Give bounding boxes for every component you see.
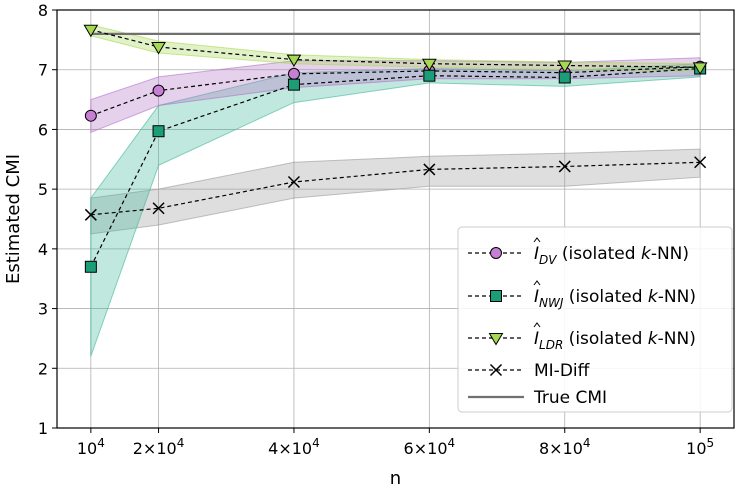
point-mi-diff bbox=[84, 208, 97, 221]
plot-frame bbox=[56, 9, 735, 429]
legend-marker-nwj bbox=[490, 290, 502, 302]
point-nwj bbox=[84, 260, 97, 273]
y-tick-label: 5 bbox=[38, 180, 48, 199]
point-nwj bbox=[287, 78, 300, 91]
line-nwj bbox=[90, 67, 701, 268]
point-ldr bbox=[692, 62, 708, 75]
y-tick-label: 1 bbox=[38, 419, 48, 438]
legend: IDV (isolated k-NN) INWJ (isolated k-NN) I… bbox=[457, 226, 733, 413]
legend-marker-mi-diff bbox=[489, 363, 503, 377]
y-tick-label: 8 bbox=[38, 1, 48, 20]
axis-ticks: 1 2 3 4 5 6 7 8 104 2×104 4×104 6×104 8×104 105 bbox=[38, 1, 714, 458]
y-tick-label: 6 bbox=[38, 120, 48, 139]
x-tick-label: 8×104 bbox=[539, 436, 591, 458]
point-ldr bbox=[151, 42, 166, 55]
point-mi-diff bbox=[694, 156, 707, 169]
line-dv bbox=[90, 66, 701, 117]
y-axis-label: Estimated CMI bbox=[3, 154, 24, 284]
point-ldr bbox=[557, 60, 573, 74]
y-tick-label: 7 bbox=[38, 61, 48, 80]
x-tick-label: 105 bbox=[686, 436, 714, 458]
point-dv bbox=[287, 67, 300, 80]
band-ldr bbox=[90, 24, 701, 72]
point-nwj bbox=[152, 125, 165, 138]
point-ldr bbox=[421, 58, 437, 72]
legend-label-true-cmi: True CMI bbox=[533, 388, 607, 408]
x-axis-label: n bbox=[390, 468, 401, 489]
line-mi-diff bbox=[90, 161, 701, 216]
x-tick-label: 2×104 bbox=[133, 436, 185, 458]
point-mi-diff bbox=[287, 175, 300, 189]
x-tick-label: 6×104 bbox=[404, 436, 456, 458]
legend-marker-ldr bbox=[488, 333, 504, 346]
legend-box bbox=[457, 226, 733, 413]
y-tick-label: 4 bbox=[38, 240, 48, 259]
legend-label-dv: IDV (isolated k-NN) bbox=[534, 244, 689, 267]
point-nwj bbox=[423, 69, 436, 82]
series-lines bbox=[90, 29, 701, 268]
point-nwj bbox=[558, 71, 571, 84]
point-mi-diff bbox=[558, 160, 571, 173]
point-dv bbox=[84, 109, 97, 122]
legend-marker-dv bbox=[490, 247, 502, 259]
y-tick-label: 2 bbox=[38, 359, 48, 378]
legend-label-mi-diff: MI-Diff bbox=[534, 361, 591, 381]
point-mi-diff bbox=[423, 163, 436, 176]
point-mi-diff bbox=[152, 202, 165, 215]
legend-label-ldr: ILDR (isolated k-NN) bbox=[534, 329, 696, 352]
x-tick-label: 104 bbox=[77, 436, 105, 458]
legend-label-nwj: INWJ (isolated k-NN) bbox=[534, 287, 696, 310]
y-tick-label: 3 bbox=[38, 300, 48, 319]
line-ldr bbox=[90, 29, 701, 68]
legend-hat-nwj bbox=[533, 280, 541, 286]
band-mi-diff bbox=[90, 148, 701, 235]
series-markers bbox=[83, 24, 708, 273]
point-ldr bbox=[286, 54, 302, 68]
point-dv bbox=[152, 84, 165, 97]
point-ldr bbox=[83, 24, 99, 38]
legend-hat-dv bbox=[533, 237, 541, 243]
legend-hat-ldr bbox=[533, 322, 541, 328]
x-tick-label: 4×104 bbox=[268, 436, 320, 458]
